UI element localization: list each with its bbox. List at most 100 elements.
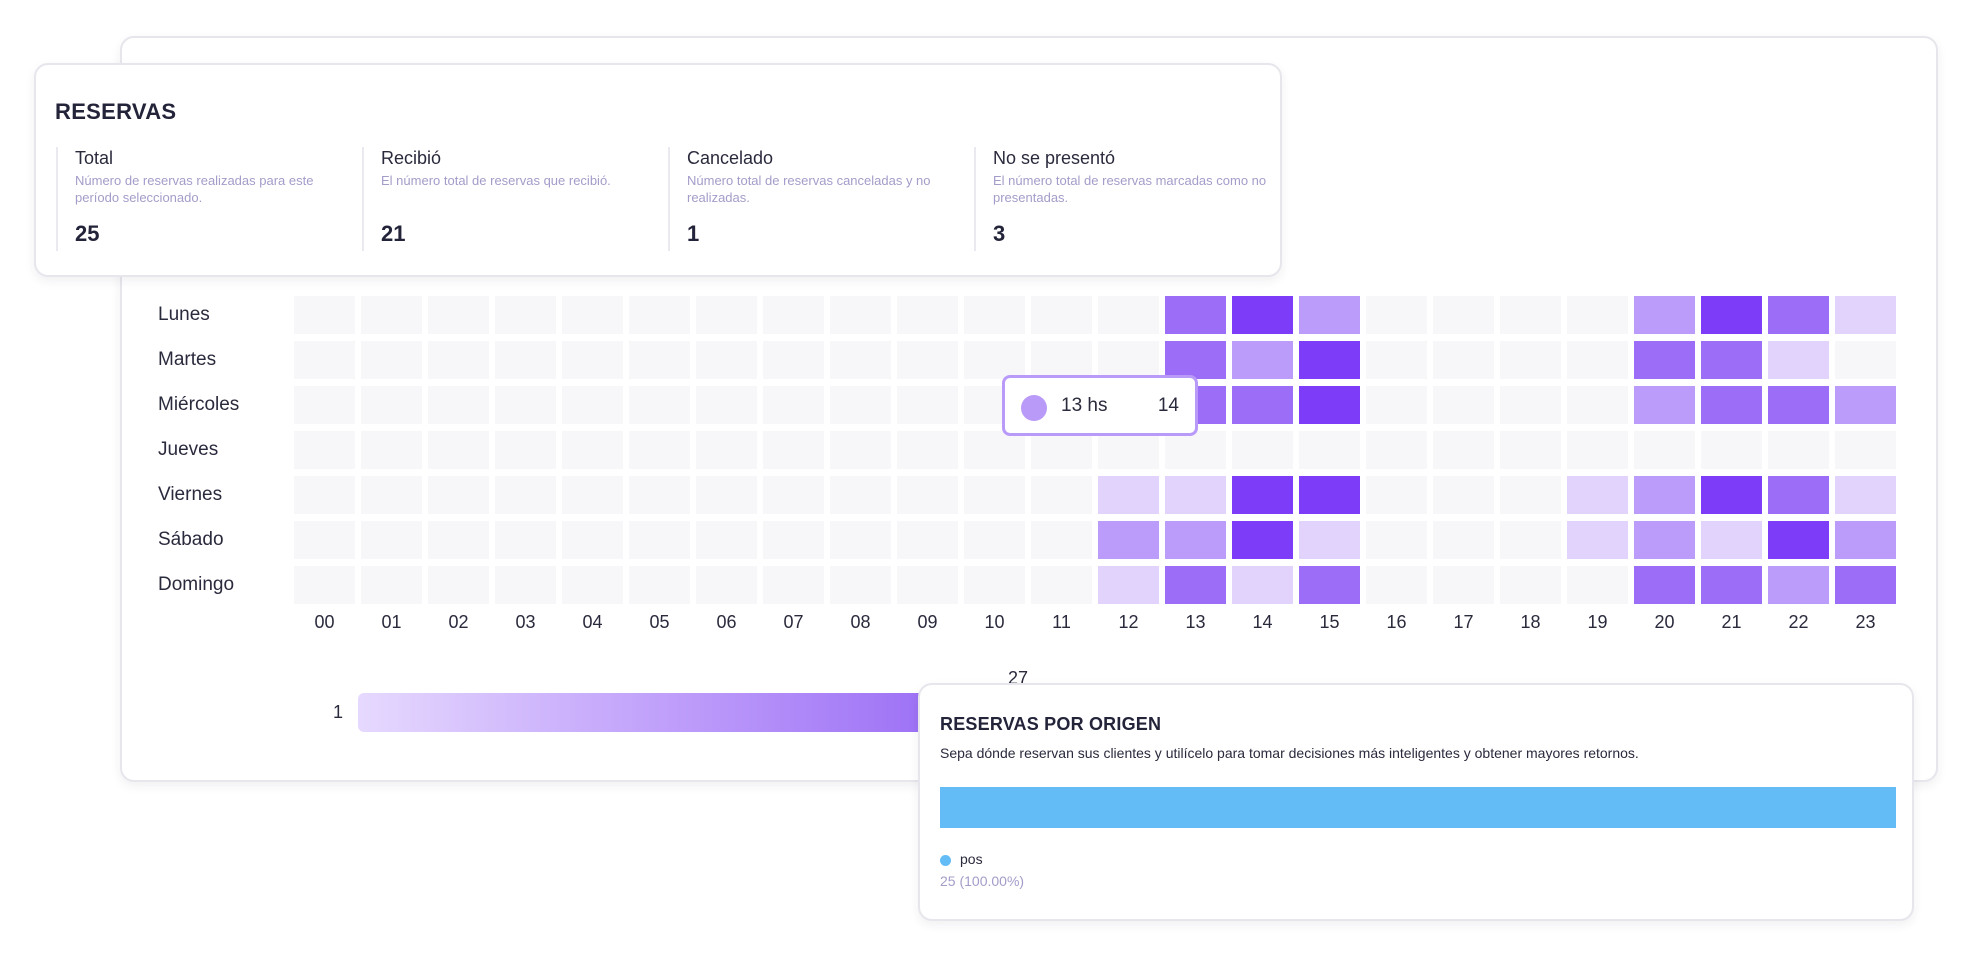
heatmap-cell-sábado-10[interactable]: [964, 521, 1025, 559]
heatmap-cell-viernes-15[interactable]: [1299, 476, 1360, 514]
heatmap-cell-sábado-13[interactable]: [1165, 521, 1226, 559]
heatmap-cell-viernes-14[interactable]: [1232, 476, 1293, 514]
heatmap-cell-lunes-12[interactable]: [1098, 296, 1159, 334]
heatmap-cell-viernes-09[interactable]: [897, 476, 958, 514]
heatmap-cell-miércoles-07[interactable]: [763, 386, 824, 424]
heatmap-cell-miércoles-00[interactable]: [294, 386, 355, 424]
heatmap-cell-viernes-22[interactable]: [1768, 476, 1829, 514]
heatmap-cell-sábado-02[interactable]: [428, 521, 489, 559]
heatmap-cell-domingo-00[interactable]: [294, 566, 355, 604]
heatmap-cell-sábado-18[interactable]: [1500, 521, 1561, 559]
heatmap-cell-martes-19[interactable]: [1567, 341, 1628, 379]
heatmap-cell-domingo-09[interactable]: [897, 566, 958, 604]
heatmap-cell-miércoles-15[interactable]: [1299, 386, 1360, 424]
heatmap-cell-sábado-17[interactable]: [1433, 521, 1494, 559]
heatmap-cell-miércoles-05[interactable]: [629, 386, 690, 424]
heatmap-cell-lunes-09[interactable]: [897, 296, 958, 334]
heatmap-cell-martes-17[interactable]: [1433, 341, 1494, 379]
heatmap-cell-martes-01[interactable]: [361, 341, 422, 379]
heatmap-cell-domingo-20[interactable]: [1634, 566, 1695, 604]
heatmap-cell-lunes-16[interactable]: [1366, 296, 1427, 334]
heatmap-cell-domingo-17[interactable]: [1433, 566, 1494, 604]
heatmap-cell-viernes-21[interactable]: [1701, 476, 1762, 514]
heatmap-cell-domingo-22[interactable]: [1768, 566, 1829, 604]
heatmap-cell-martes-18[interactable]: [1500, 341, 1561, 379]
heatmap-cell-miércoles-16[interactable]: [1366, 386, 1427, 424]
heatmap-cell-jueves-13[interactable]: [1165, 431, 1226, 469]
heatmap-cell-lunes-06[interactable]: [696, 296, 757, 334]
heatmap-cell-martes-08[interactable]: [830, 341, 891, 379]
heatmap-cell-sábado-23[interactable]: [1835, 521, 1896, 559]
heatmap-cell-viernes-12[interactable]: [1098, 476, 1159, 514]
heatmap-cell-lunes-11[interactable]: [1031, 296, 1092, 334]
heatmap-cell-jueves-14[interactable]: [1232, 431, 1293, 469]
heatmap-cell-martes-11[interactable]: [1031, 341, 1092, 379]
heatmap-cell-martes-09[interactable]: [897, 341, 958, 379]
heatmap-cell-martes-04[interactable]: [562, 341, 623, 379]
heatmap-cell-lunes-18[interactable]: [1500, 296, 1561, 334]
heatmap-cell-jueves-03[interactable]: [495, 431, 556, 469]
heatmap-cell-martes-13[interactable]: [1165, 341, 1226, 379]
heatmap-cell-miércoles-14[interactable]: [1232, 386, 1293, 424]
heatmap-cell-martes-16[interactable]: [1366, 341, 1427, 379]
heatmap-cell-jueves-00[interactable]: [294, 431, 355, 469]
heatmap-cell-domingo-04[interactable]: [562, 566, 623, 604]
heatmap-cell-jueves-08[interactable]: [830, 431, 891, 469]
heatmap-cell-jueves-11[interactable]: [1031, 431, 1092, 469]
heatmap-cell-domingo-23[interactable]: [1835, 566, 1896, 604]
heatmap-cell-lunes-00[interactable]: [294, 296, 355, 334]
heatmap-cell-miércoles-04[interactable]: [562, 386, 623, 424]
heatmap-cell-viernes-11[interactable]: [1031, 476, 1092, 514]
heatmap-cell-sábado-20[interactable]: [1634, 521, 1695, 559]
heatmap-cell-sábado-11[interactable]: [1031, 521, 1092, 559]
heatmap-cell-viernes-03[interactable]: [495, 476, 556, 514]
heatmap-cell-domingo-15[interactable]: [1299, 566, 1360, 604]
heatmap-cell-domingo-16[interactable]: [1366, 566, 1427, 604]
heatmap-cell-martes-21[interactable]: [1701, 341, 1762, 379]
heatmap-cell-viernes-00[interactable]: [294, 476, 355, 514]
heatmap-cell-viernes-08[interactable]: [830, 476, 891, 514]
heatmap-cell-lunes-14[interactable]: [1232, 296, 1293, 334]
heatmap-cell-viernes-05[interactable]: [629, 476, 690, 514]
heatmap-cell-viernes-16[interactable]: [1366, 476, 1427, 514]
heatmap-cell-miércoles-20[interactable]: [1634, 386, 1695, 424]
heatmap-cell-lunes-13[interactable]: [1165, 296, 1226, 334]
heatmap-cell-sábado-15[interactable]: [1299, 521, 1360, 559]
heatmap-cell-lunes-19[interactable]: [1567, 296, 1628, 334]
heatmap-cell-domingo-12[interactable]: [1098, 566, 1159, 604]
heatmap-cell-lunes-05[interactable]: [629, 296, 690, 334]
heatmap-cell-domingo-19[interactable]: [1567, 566, 1628, 604]
heatmap-cell-sábado-19[interactable]: [1567, 521, 1628, 559]
heatmap-cell-miércoles-22[interactable]: [1768, 386, 1829, 424]
heatmap-cell-jueves-12[interactable]: [1098, 431, 1159, 469]
heatmap-cell-jueves-18[interactable]: [1500, 431, 1561, 469]
heatmap-cell-lunes-08[interactable]: [830, 296, 891, 334]
heatmap-cell-jueves-22[interactable]: [1768, 431, 1829, 469]
heatmap-cell-lunes-15[interactable]: [1299, 296, 1360, 334]
heatmap-cell-lunes-01[interactable]: [361, 296, 422, 334]
origin-bar-pos[interactable]: [940, 787, 1896, 828]
heatmap-cell-miércoles-03[interactable]: [495, 386, 556, 424]
heatmap-cell-domingo-14[interactable]: [1232, 566, 1293, 604]
heatmap-cell-viernes-23[interactable]: [1835, 476, 1896, 514]
heatmap-cell-martes-22[interactable]: [1768, 341, 1829, 379]
heatmap-cell-martes-07[interactable]: [763, 341, 824, 379]
heatmap-cell-miércoles-21[interactable]: [1701, 386, 1762, 424]
heatmap-cell-miércoles-17[interactable]: [1433, 386, 1494, 424]
heatmap-cell-domingo-08[interactable]: [830, 566, 891, 604]
heatmap-cell-martes-23[interactable]: [1835, 341, 1896, 379]
heatmap-cell-domingo-07[interactable]: [763, 566, 824, 604]
heatmap-cell-domingo-11[interactable]: [1031, 566, 1092, 604]
heatmap-cell-sábado-07[interactable]: [763, 521, 824, 559]
heatmap-cell-sábado-01[interactable]: [361, 521, 422, 559]
heatmap-cell-jueves-23[interactable]: [1835, 431, 1896, 469]
heatmap-cell-jueves-02[interactable]: [428, 431, 489, 469]
heatmap-cell-sábado-06[interactable]: [696, 521, 757, 559]
heatmap-cell-sábado-22[interactable]: [1768, 521, 1829, 559]
heatmap-cell-martes-00[interactable]: [294, 341, 355, 379]
heatmap-cell-miércoles-08[interactable]: [830, 386, 891, 424]
heatmap-cell-viernes-17[interactable]: [1433, 476, 1494, 514]
heatmap-cell-jueves-10[interactable]: [964, 431, 1025, 469]
heatmap-cell-jueves-17[interactable]: [1433, 431, 1494, 469]
heatmap-cell-lunes-20[interactable]: [1634, 296, 1695, 334]
